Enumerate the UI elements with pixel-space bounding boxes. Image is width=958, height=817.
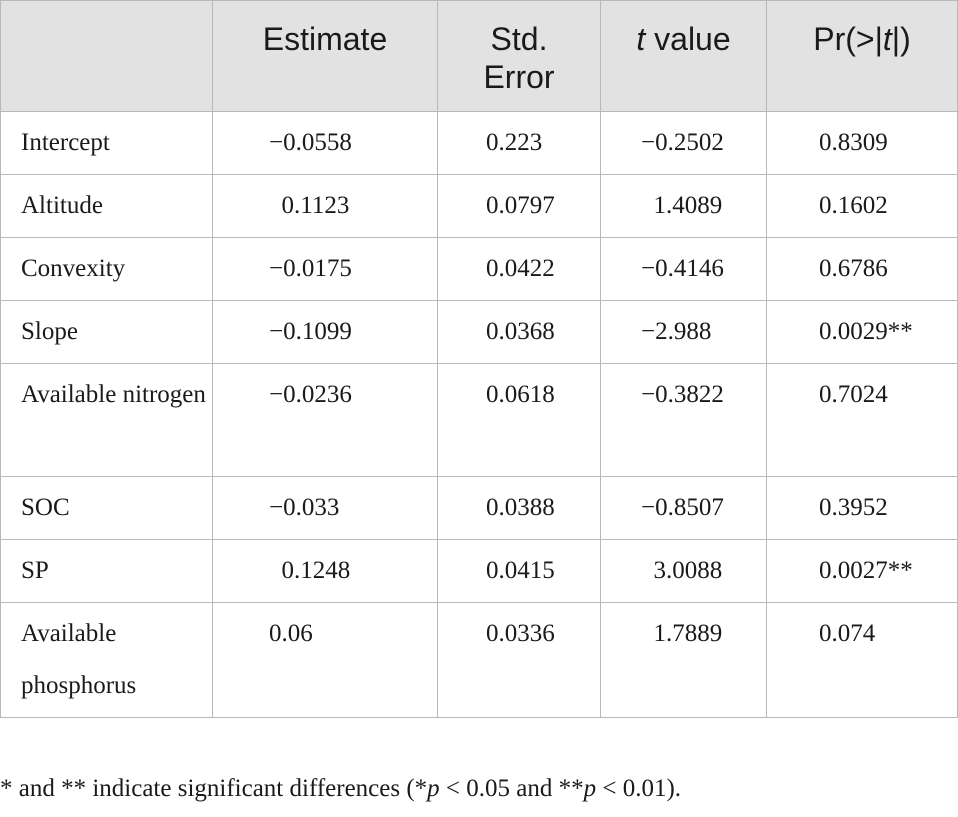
cell-std-error: 0.0368 xyxy=(437,300,601,364)
header-std-error: Std. Error xyxy=(437,0,601,112)
cell-estimate: −0.0175 xyxy=(212,237,438,301)
cell-estimate: −0.0236 xyxy=(212,363,438,477)
cell-t-value: 3.0088 xyxy=(600,539,767,603)
cell-pr: 0.0029** xyxy=(766,300,958,364)
cell-pr: 0.0027** xyxy=(766,539,958,603)
cell-std-error: 0.0415 xyxy=(437,539,601,603)
footnote-part1: * and ** indicate significant difference… xyxy=(0,775,428,802)
regression-table: Estimate Std. Error t value Pr(>|t|) Int… xyxy=(0,0,958,718)
header-t-italic: t xyxy=(636,21,646,57)
header-pr-suffix: |) xyxy=(891,21,911,57)
footnote-part3: < 0.01). xyxy=(596,775,682,802)
table-row: SP 0.1248 0.0415 3.0088 0.0027** xyxy=(0,539,958,603)
table-row: Available phosphorus 0.06 0.0336 1.7889 … xyxy=(0,602,958,718)
header-estimate: Estimate xyxy=(212,0,438,112)
footnote-p1: p xyxy=(427,775,440,802)
cell-estimate: −0.1099 xyxy=(212,300,438,364)
cell-std-error: 0.0336 xyxy=(437,602,601,718)
cell-std-error: 0.0618 xyxy=(437,363,601,477)
cell-t-value: −2.988 xyxy=(600,300,767,364)
cell-std-error: 0.0797 xyxy=(437,174,601,238)
header-row-label xyxy=(0,0,213,112)
regression-table-container: Estimate Std. Error t value Pr(>|t|) Int… xyxy=(0,0,958,718)
table-row: Altitude 0.1123 0.0797 1.4089 0.1602 xyxy=(0,174,958,238)
header-std-error-line2: Error xyxy=(483,59,555,95)
table-row: SOC −0.033 0.0388 −0.8507 0.3952 xyxy=(0,476,958,540)
header-pr-t: t xyxy=(882,21,892,57)
cell-pr: 0.8309 xyxy=(766,111,958,175)
cell-estimate: 0.1248 xyxy=(212,539,438,603)
cell-t-value: 1.7889 xyxy=(600,602,767,718)
header-t-value: t value xyxy=(600,0,767,112)
cell-pr: 0.3952 xyxy=(766,476,958,540)
row-label: SOC xyxy=(0,476,213,540)
cell-estimate: −0.033 xyxy=(212,476,438,540)
table-row: Slope −0.1099 0.0368 −2.988 0.0029** xyxy=(0,300,958,364)
footnote-p2: p xyxy=(583,775,597,802)
cell-std-error: 0.0388 xyxy=(437,476,601,540)
table-row: Convexity −0.0175 0.0422 −0.4146 0.6786 xyxy=(0,237,958,301)
header-pr-prefix: Pr(>| xyxy=(813,21,883,57)
cell-std-error: 0.0422 xyxy=(437,237,601,301)
cell-pr: 0.6786 xyxy=(766,237,958,301)
footnote-part2: < 0.05 and ** xyxy=(439,775,584,802)
cell-t-value: −0.8507 xyxy=(600,476,767,540)
header-t-rest: value xyxy=(645,21,731,57)
row-label: Altitude xyxy=(0,174,213,238)
row-label: Intercept xyxy=(0,111,213,175)
row-label: Convexity xyxy=(0,237,213,301)
row-label: Available phosphorus xyxy=(0,602,213,718)
table-row: Available nitrogen −0.0236 0.0618 −0.382… xyxy=(0,363,958,477)
cell-estimate: 0.1123 xyxy=(212,174,438,238)
header-pr: Pr(>|t|) xyxy=(766,0,958,112)
header-row: Estimate Std. Error t value Pr(>|t|) xyxy=(0,0,958,112)
cell-estimate: −0.0558 xyxy=(212,111,438,175)
cell-std-error: 0.223 xyxy=(437,111,601,175)
row-label: SP xyxy=(0,539,213,603)
cell-pr: 0.074 xyxy=(766,602,958,718)
row-label: Available nitrogen xyxy=(0,363,213,477)
cell-estimate: 0.06 xyxy=(212,602,438,718)
cell-pr: 0.7024 xyxy=(766,363,958,477)
cell-t-value: −0.2502 xyxy=(600,111,767,175)
cell-t-value: 1.4089 xyxy=(600,174,767,238)
cell-t-value: −0.4146 xyxy=(600,237,767,301)
header-std-error-line1: Std. xyxy=(490,21,548,57)
table-row: Intercept −0.0558 0.223 −0.2502 0.8309 xyxy=(0,111,958,175)
row-label: Slope xyxy=(0,300,213,364)
cell-pr: 0.1602 xyxy=(766,174,958,238)
table-footnote: * and ** indicate significant difference… xyxy=(0,775,681,803)
cell-t-value: −0.3822 xyxy=(600,363,767,477)
